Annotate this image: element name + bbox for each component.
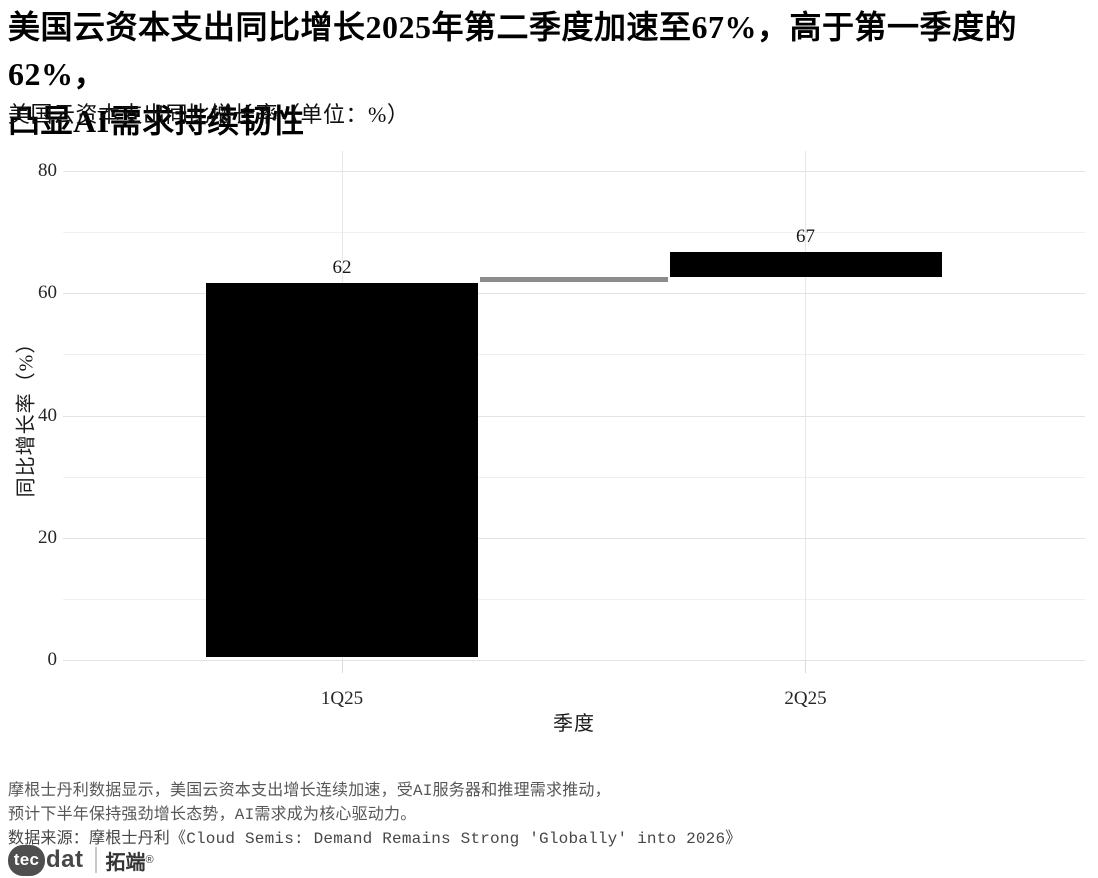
gridline-y-major bbox=[63, 171, 1085, 172]
chart-subtitle: 美国云资本支出同比增长率（单位：%） bbox=[8, 102, 410, 127]
connector-bar bbox=[480, 277, 668, 283]
logo-tec-text: tec bbox=[13, 850, 40, 869]
logo-divider bbox=[94, 847, 97, 873]
y-tick-label: 60 bbox=[38, 282, 57, 304]
footer-note-line2: 预计下半年保持强劲增长态势，AI需求成为核心驱动力。 bbox=[8, 806, 417, 824]
y-tick-label: 80 bbox=[38, 160, 57, 181]
page-title-line1: 美国云资本支出同比增长2025年第二季度加速至67%，高于第一季度的62%， bbox=[8, 9, 1018, 92]
page-title: 美国云资本支出同比增长2025年第二季度加速至67%，高于第一季度的62%， 凸… bbox=[8, 4, 1094, 145]
gridline-y-major bbox=[63, 415, 1085, 417]
tecdat-logo: tec dat 拓端 ® bbox=[8, 843, 154, 877]
gridline-y-major bbox=[63, 537, 1085, 539]
gridline-y-minor bbox=[63, 232, 1085, 234]
x-tick-label: 1Q25 bbox=[320, 688, 364, 709]
bar-value-label: 67 bbox=[796, 226, 815, 248]
footer-note-line1: 摩根士丹利数据显示，美国云资本支出增长连续加速，受AI服务器和推理需求推动， bbox=[8, 782, 611, 800]
y-tick-label: 0 bbox=[47, 649, 58, 670]
bar-2q25 bbox=[669, 252, 942, 278]
bar-value-label: 62 bbox=[332, 256, 352, 278]
gridline-x-2q25 bbox=[805, 151, 806, 660]
x-axis-tick bbox=[805, 660, 806, 673]
registered-trademark-icon: ® bbox=[145, 854, 154, 866]
gridline-y-minor bbox=[63, 354, 1085, 356]
logo-brand-chinese: 拓端 bbox=[105, 851, 146, 874]
page-title-line2: 凸显AI需求持续韧性 bbox=[8, 103, 305, 139]
footer-notes: 摩根士丹利数据显示，美国云资本支出增长连续加速，受AI服务器和推理需求推动， 预… bbox=[8, 779, 742, 851]
gridline-y-minor bbox=[63, 598, 1085, 600]
tecdat-logo-mark: tec bbox=[8, 844, 45, 876]
gridline-y-minor bbox=[63, 476, 1085, 478]
x-tick-label: 2Q25 bbox=[784, 688, 827, 709]
bar-1q25 bbox=[206, 282, 478, 657]
x-axis-tick bbox=[341, 660, 343, 673]
y-tick-label: 20 bbox=[38, 526, 57, 548]
logo-dat-text: dat bbox=[46, 846, 84, 873]
gridline-y-major bbox=[63, 293, 1085, 295]
x-axis-title: 季度 bbox=[553, 713, 595, 735]
gridline-y-major bbox=[63, 660, 1085, 661]
y-axis-title: 同比增长率（%） bbox=[15, 332, 38, 498]
data-source-line: 数据来源：摩根士丹利《Cloud Semis: Demand Remains S… bbox=[8, 830, 742, 848]
y-tick-label: 40 bbox=[38, 404, 57, 426]
